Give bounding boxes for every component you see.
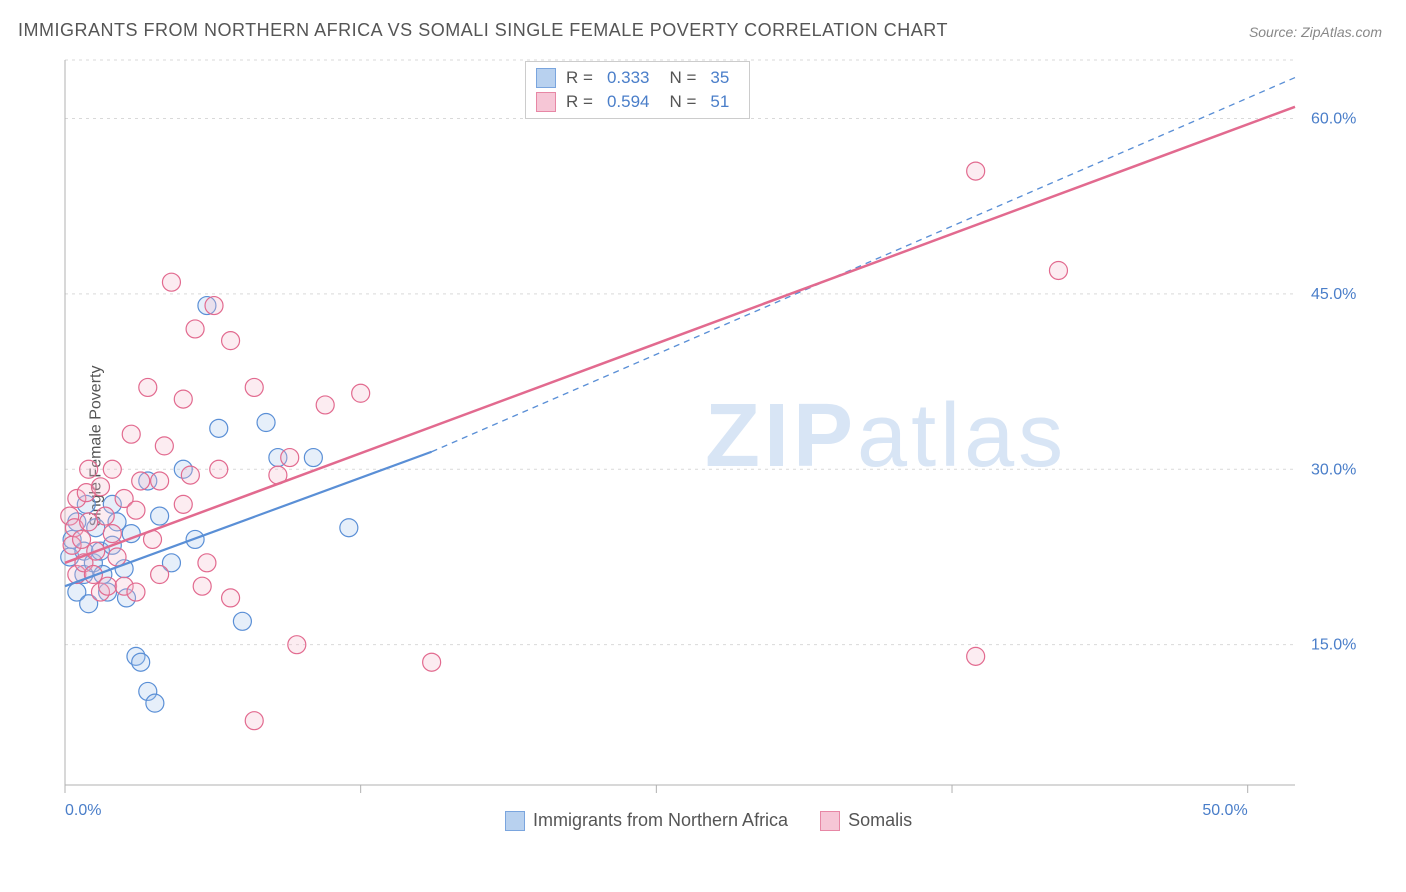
svg-text:50.0%: 50.0% bbox=[1202, 802, 1247, 819]
r-value-0: 0.333 bbox=[607, 66, 650, 90]
correlation-legend: R = 0.333 N = 35 R = 0.594 N = 51 bbox=[525, 61, 750, 119]
source-label: Source: ZipAtlas.com bbox=[1249, 24, 1382, 40]
r-label: R = bbox=[566, 66, 593, 90]
swatch-series-0 bbox=[536, 68, 556, 88]
legend-item-1: Somalis bbox=[820, 810, 912, 831]
svg-text:15.0%: 15.0% bbox=[1311, 637, 1356, 654]
svg-text:45.0%: 45.0% bbox=[1311, 286, 1356, 303]
svg-text:60.0%: 60.0% bbox=[1311, 110, 1356, 127]
legend-row-series-0: R = 0.333 N = 35 bbox=[536, 66, 739, 90]
scatter-plot: 15.0%30.0%45.0%60.0%0.0%50.0% ZIPatlas R… bbox=[55, 55, 1375, 835]
chart-svg: 15.0% 30.0% 45.0% 60.0% 0.0% 50.0% bbox=[55, 55, 1375, 835]
r-value-1: 0.594 bbox=[607, 90, 650, 114]
legend-label-1: Somalis bbox=[848, 810, 912, 831]
legend-row-series-1: R = 0.594 N = 51 bbox=[536, 90, 739, 114]
legend-label-0: Immigrants from Northern Africa bbox=[533, 810, 788, 831]
n-label: N = bbox=[669, 66, 696, 90]
legend-item-0: Immigrants from Northern Africa bbox=[505, 810, 788, 831]
svg-text:0.0%: 0.0% bbox=[65, 802, 101, 819]
swatch-series-1 bbox=[536, 92, 556, 112]
chart-title: IMMIGRANTS FROM NORTHERN AFRICA VS SOMAL… bbox=[18, 20, 948, 41]
svg-text:30.0%: 30.0% bbox=[1311, 461, 1356, 478]
swatch-series-1 bbox=[820, 811, 840, 831]
series-legend: Immigrants from Northern Africa Somalis bbox=[505, 810, 932, 831]
n-value-0: 35 bbox=[710, 66, 729, 90]
n-value-1: 51 bbox=[710, 90, 729, 114]
n-label: N = bbox=[669, 90, 696, 114]
r-label: R = bbox=[566, 90, 593, 114]
swatch-series-0 bbox=[505, 811, 525, 831]
